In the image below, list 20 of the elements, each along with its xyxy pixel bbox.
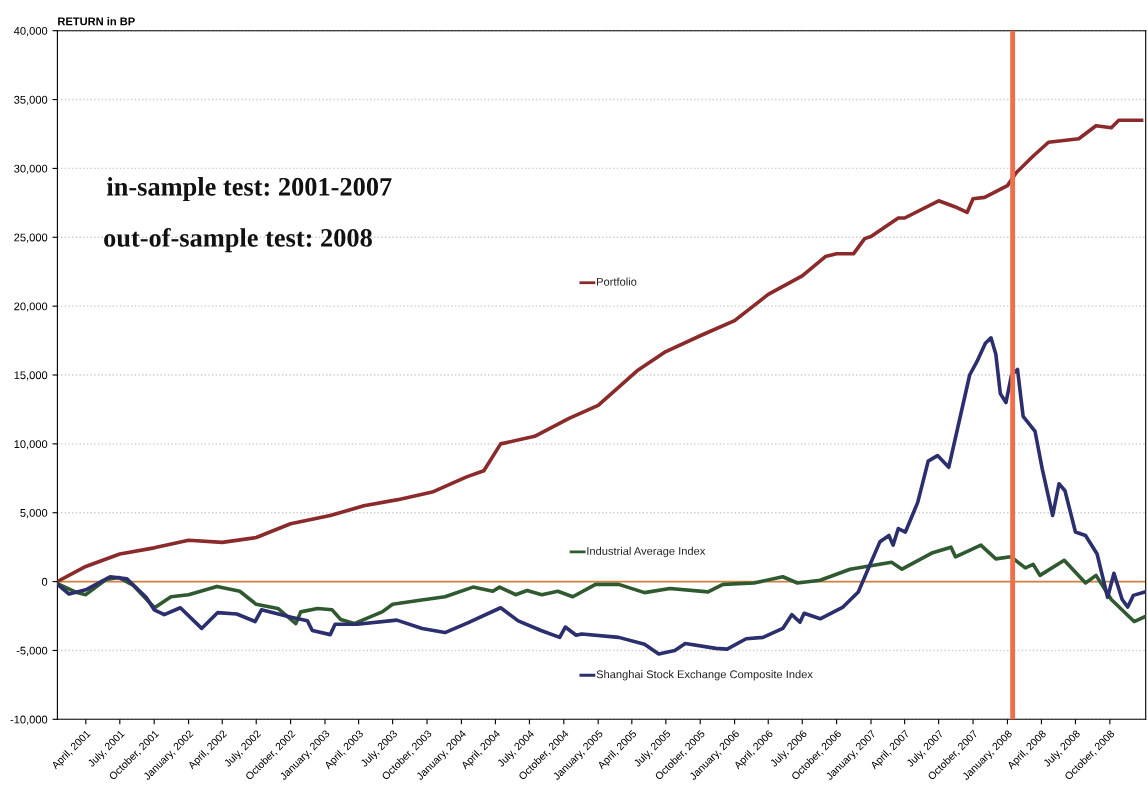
y-tick-label: 10,000 bbox=[14, 440, 48, 450]
y-tick-label: 0 bbox=[41, 577, 48, 586]
legend-label: Portfolio bbox=[597, 277, 637, 286]
line-series bbox=[57, 543, 1146, 626]
y-tick-label: 35,000 bbox=[14, 95, 48, 105]
annotation: out-of-sample test: 2008 bbox=[104, 227, 372, 253]
line-series bbox=[57, 118, 1144, 584]
legend-label: Shanghai Stock Exchange Composite Index bbox=[596, 670, 813, 681]
annotation: in-sample test: 2001-2007 bbox=[106, 177, 392, 202]
line-series bbox=[57, 336, 1146, 656]
y-tick-label: 15,000 bbox=[14, 371, 48, 381]
y-tick-label: 40,000 bbox=[13, 26, 48, 37]
y-tick-label: -5,000 bbox=[16, 646, 48, 656]
y-tick-label: -10,000 bbox=[10, 715, 48, 725]
chart-title: RETURN in BP bbox=[58, 17, 135, 26]
y-tick-label: 5,000 bbox=[20, 509, 48, 519]
y-tick-label: 30,000 bbox=[14, 164, 48, 174]
y-tick-label: 25,000 bbox=[14, 233, 48, 243]
legend-label: Industrial Average Index bbox=[587, 546, 706, 558]
y-tick-label: 20,000 bbox=[14, 302, 48, 312]
